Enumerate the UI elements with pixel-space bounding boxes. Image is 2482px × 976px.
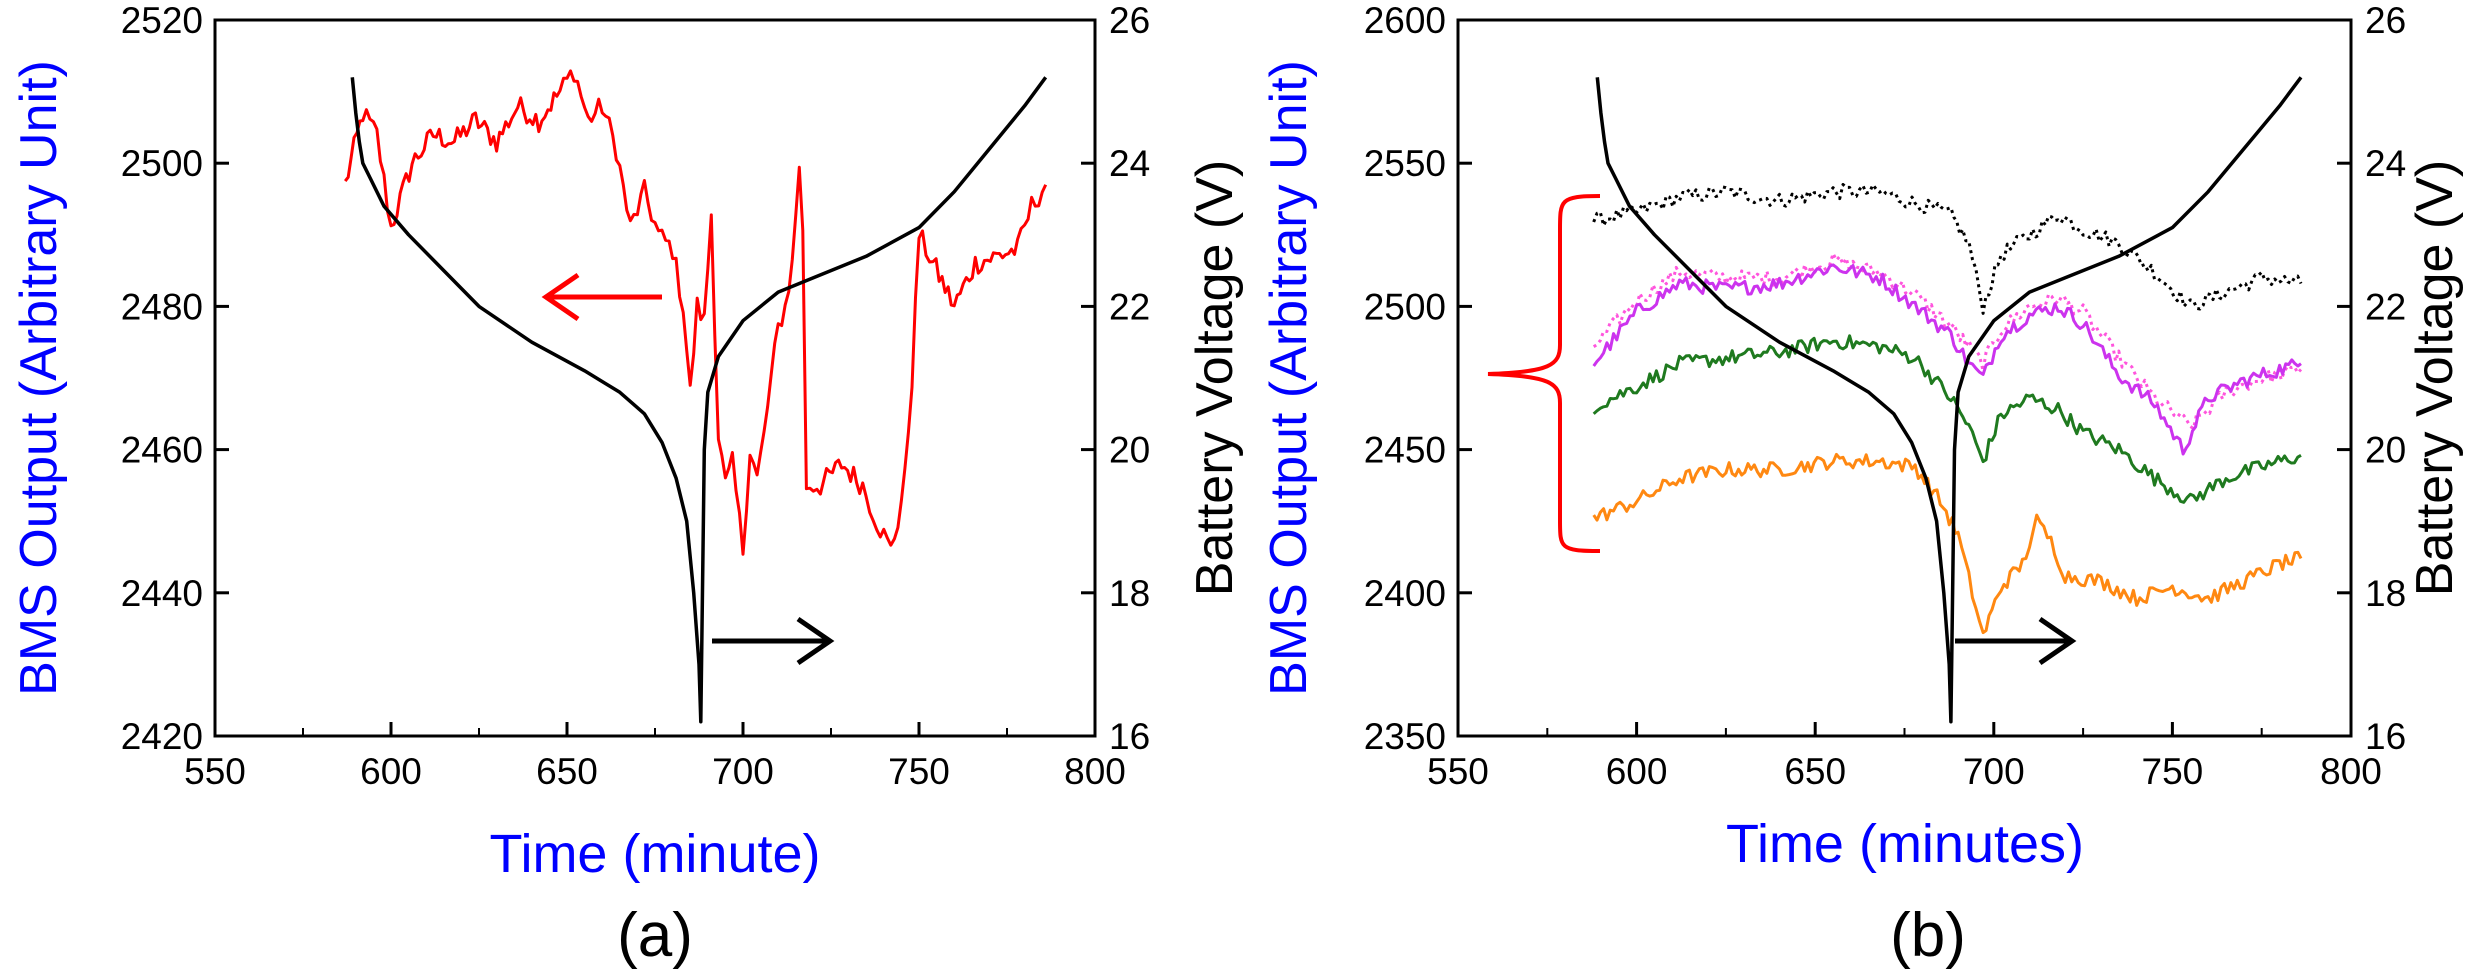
y-right-tick-label: 22: [1109, 286, 1150, 327]
y-right-tick-label: 24: [1109, 143, 1150, 184]
x-tick-label: 600: [1606, 751, 1668, 792]
y-right-tick-label: 24: [2365, 143, 2406, 184]
y-left-tick-label: 2480: [121, 286, 203, 327]
y-right-tick-label: 16: [2365, 716, 2406, 757]
series-group-bracket-b: [1487, 194, 1601, 553]
y-left-tick-label: 2600: [1364, 0, 1446, 41]
y-right-tick-label: 20: [2365, 430, 2406, 471]
bms-line-b-3: [1592, 334, 2302, 504]
x-tick-label: 550: [184, 751, 246, 792]
x-tick-label: 750: [2142, 751, 2204, 792]
panel-label-b: (b): [1890, 901, 1966, 970]
y-right-tick-label: 26: [2365, 0, 2406, 41]
y-left-tick-label: 2500: [1364, 286, 1446, 327]
y-left-tick-label: 2500: [121, 143, 203, 184]
y-axis-label-left-a: BMS Output (Arbitrary Unit): [10, 60, 68, 696]
y-right-tick-label: 22: [2365, 286, 2406, 327]
axis-ticks-a: 550 600 650 700 750 8002420244024602480250025…: [121, 0, 1150, 792]
y-right-tick-label: 18: [2365, 573, 2406, 614]
y-left-tick-label: 2550: [1364, 143, 1446, 184]
x-tick-label: 800: [1064, 751, 1126, 792]
y-left-tick-label: 2400: [1364, 573, 1446, 614]
y-left-tick-label: 2350: [1364, 716, 1446, 757]
y-axis-label-right-b: Battery Voltage (V): [2406, 160, 2464, 596]
left-axis-arrow-a: [541, 272, 662, 322]
bms-line-b-2: [1592, 263, 2302, 456]
plot-frame-a: [213, 18, 1097, 738]
y-left-tick-label: 2440: [121, 573, 203, 614]
y-left-tick-label: 2460: [121, 430, 203, 471]
y-left-tick-label: 2520: [121, 0, 203, 41]
plot-marks-b: [1592, 76, 2303, 724]
x-axis-label-a: Time (minute): [489, 824, 820, 884]
voltage-line-b-5: [1595, 76, 2303, 724]
panel-label-a: (a): [617, 901, 693, 970]
bms-line-b-0: [1592, 183, 2303, 315]
axis-ticks-b: 550 600 650 700 750 800 2350 2400 2450 2500 2550 26…: [1364, 0, 2406, 792]
x-tick-label: 550: [1427, 751, 1489, 792]
right-axis-arrow-a: [712, 616, 835, 666]
voltage-line-a-1: [350, 76, 1048, 724]
y-axis-label-right-a: Battery Voltage (V): [1186, 160, 1244, 596]
y-right-tick-label: 20: [1109, 430, 1150, 471]
plot-marks-a: [344, 69, 1048, 724]
bms-line-b-1: [1592, 252, 2303, 431]
right-axis-arrow-b: [1955, 616, 2077, 666]
panel-b: 550 600 650 700 750 800 2350 2400 2450 2500 2550 26…: [1260, 0, 2464, 970]
bms-line-b-4: [1592, 452, 2303, 635]
x-tick-label: 750: [888, 751, 950, 792]
plot-frame-b: [1456, 18, 2353, 738]
x-tick-label: 800: [2320, 751, 2382, 792]
y-left-tick-label: 2450: [1364, 430, 1446, 471]
y-right-tick-label: 16: [1109, 716, 1150, 757]
y-right-tick-label: 26: [1109, 0, 1150, 41]
x-tick-label: 600: [360, 751, 422, 792]
x-tick-label: 700: [1963, 751, 2025, 792]
x-axis-label-b: Time (minutes): [1726, 814, 2084, 874]
y-right-tick-label: 18: [1109, 573, 1150, 614]
y-left-tick-label: 2420: [121, 716, 203, 757]
x-tick-label: 650: [1784, 751, 1846, 792]
y-axis-label-left-b: BMS Output (Arbitrary Unit): [1260, 60, 1318, 696]
panel-a: 550 600 650 700 750 8002420244024602480250025…: [10, 0, 1244, 970]
x-tick-label: 700: [712, 751, 774, 792]
x-tick-label: 650: [536, 751, 598, 792]
bms-line-a-0: [344, 69, 1048, 556]
